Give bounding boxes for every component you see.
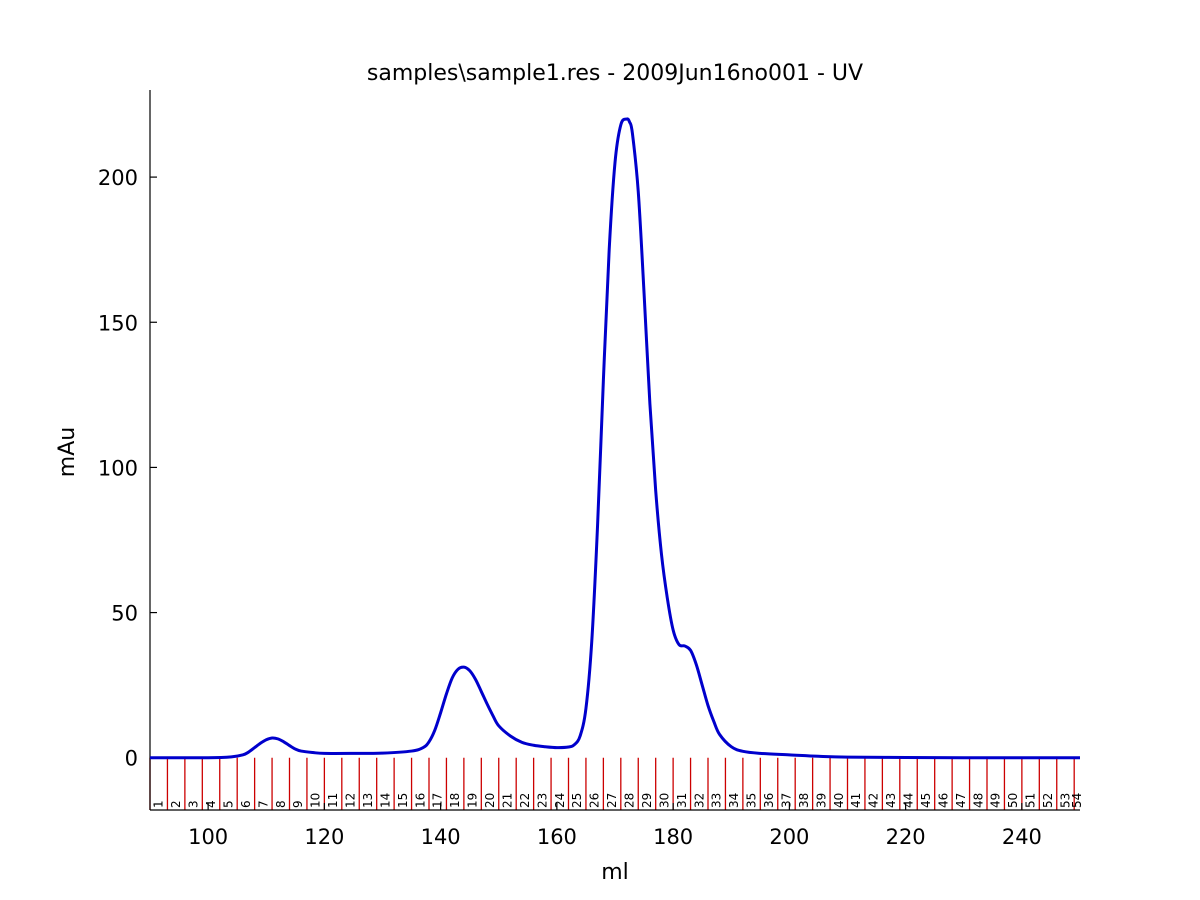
fraction-label: 28 [623,793,637,808]
fraction-label: 3 [187,800,201,808]
chart-title: samples\sample1.res - 2009Jun16no001 - U… [367,61,863,86]
fraction-label: 49 [989,793,1003,808]
x-tick-label: 120 [304,825,344,849]
fraction-label: 33 [710,793,724,808]
fraction-label: 17 [431,793,445,808]
fraction-label: 46 [936,793,950,808]
x-tick-label: 100 [188,825,228,849]
y-tick-label: 100 [98,456,138,480]
y-axis-label: mAu [55,427,80,477]
fraction-label: 51 [1024,793,1038,808]
x-tick-label: 140 [421,825,461,849]
fraction-label: 37 [779,793,793,808]
fraction-label: 24 [553,793,567,808]
fraction-label: 29 [640,793,654,808]
x-tick-label: 160 [537,825,577,849]
fraction-label: 42 [867,793,881,808]
fraction-label: 20 [483,793,497,808]
fraction-label: 35 [745,793,759,808]
fraction-label: 43 [884,793,898,808]
fraction-label: 39 [814,793,828,808]
y-tick-label: 150 [98,311,138,335]
fraction-label: 26 [588,793,602,808]
fraction-label: 18 [448,793,462,808]
fraction-label: 15 [396,793,410,808]
fraction-label: 34 [727,793,741,808]
x-tick-label: 240 [1002,825,1042,849]
x-tick-label: 200 [769,825,809,849]
fraction-label: 14 [378,793,392,808]
fraction-label: 19 [466,793,480,808]
fraction-label: 36 [762,793,776,808]
fraction-label: 40 [832,793,846,808]
fraction-label: 10 [309,793,323,808]
fraction-label: 30 [657,793,671,808]
fraction-label: 23 [535,793,549,808]
fraction-label: 8 [274,800,288,808]
fraction-label: 44 [902,793,916,808]
fraction-label: 12 [344,793,358,808]
fraction-label: 9 [291,800,305,808]
fraction-label: 47 [954,793,968,808]
fraction-label: 48 [971,793,985,808]
fraction-label: 6 [239,800,253,808]
fraction-label: 2 [169,800,183,808]
fraction-label: 25 [570,793,584,808]
fraction-label: 22 [518,793,532,808]
y-tick-label: 50 [111,602,138,626]
y-tick-label: 0 [125,747,138,771]
fraction-label: 41 [849,793,863,808]
x-tick-label: 180 [653,825,693,849]
fraction-label: 32 [692,793,706,808]
fraction-label: 52 [1041,793,1055,808]
fraction-label: 27 [605,793,619,808]
fraction-label: 38 [797,793,811,808]
fraction-label: 16 [413,793,427,808]
fraction-label: 53 [1058,793,1072,808]
fraction-label: 7 [256,800,270,808]
x-axis-label: ml [601,860,629,885]
x-tick-label: 220 [886,825,926,849]
fraction-label: 1 [152,800,166,808]
fraction-label: 50 [1006,793,1020,808]
fraction-label: 4 [204,800,218,808]
fraction-markers: 1 2 3 4 5 6 7 8 9 10 11 12 13 14 15 16 17 18 19 20 21 22 23 24 2… [149,757,1084,810]
fraction-label: 5 [221,800,235,808]
fraction-label: 21 [500,793,514,808]
fraction-label: 11 [326,793,340,808]
y-tick-label: 200 [98,166,138,190]
fraction-label: 45 [919,793,933,808]
uv-trace-line [149,117,1080,760]
fraction-label: 54 [1070,793,1084,808]
fraction-label: 13 [361,793,375,808]
fraction-label: 31 [675,793,689,808]
